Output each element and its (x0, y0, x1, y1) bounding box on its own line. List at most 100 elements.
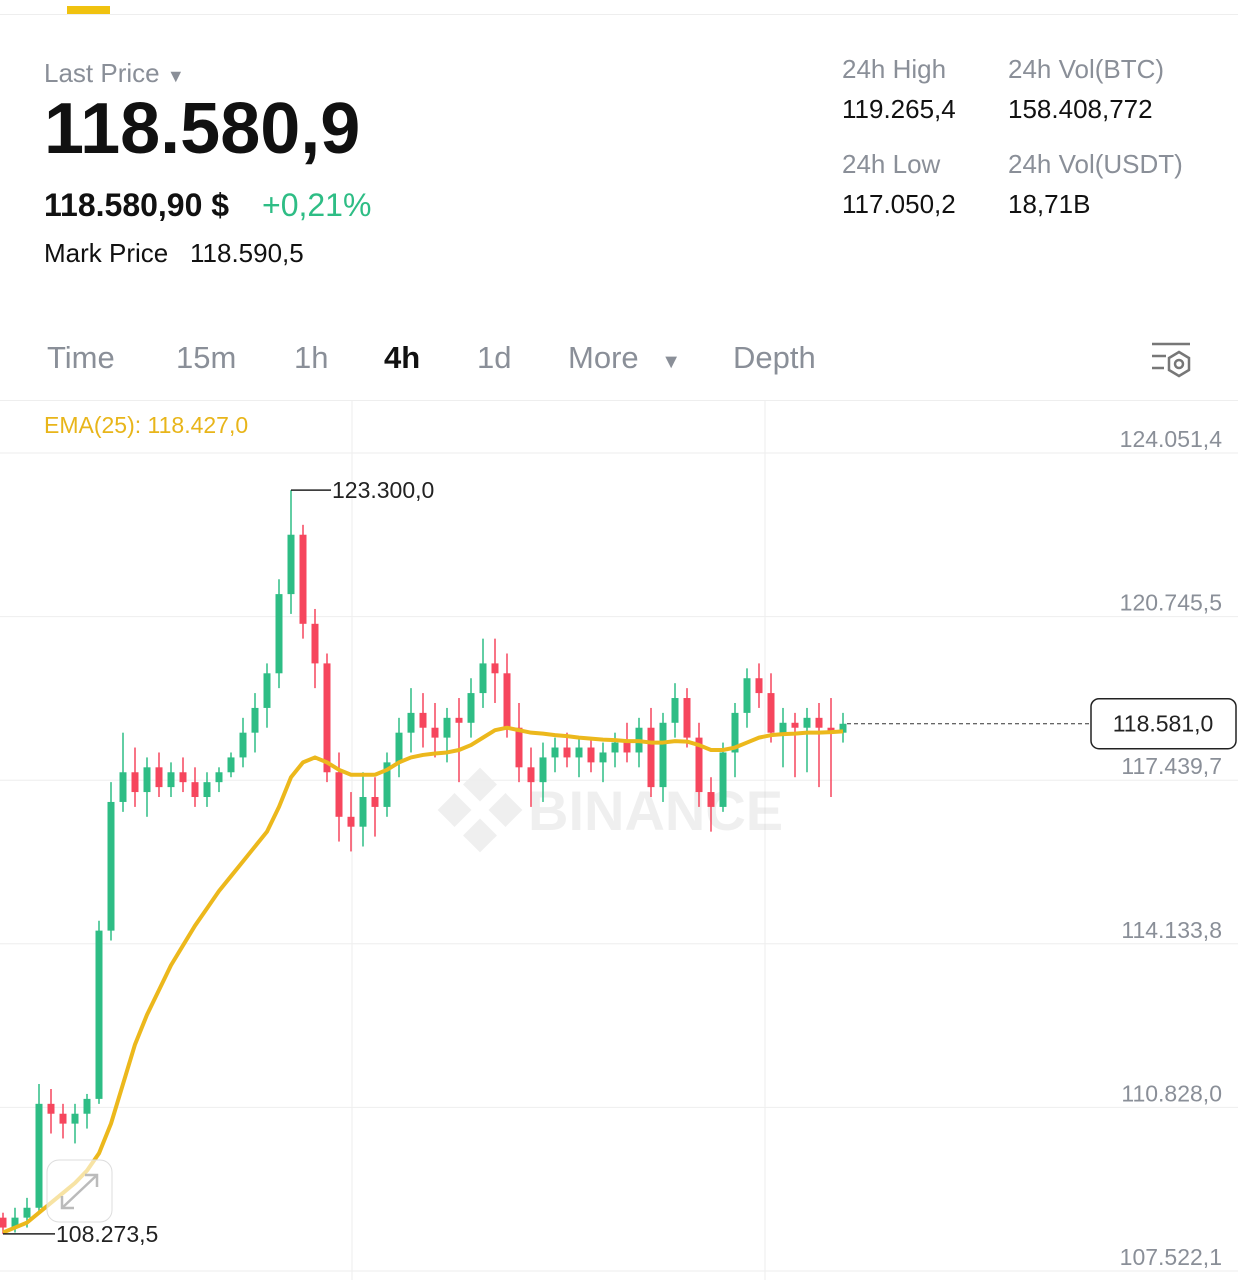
candle-body (839, 723, 847, 733)
candle-body (671, 698, 679, 723)
candle-body (311, 623, 319, 664)
ema-label: EMA(25): 118.427,0 (44, 412, 248, 438)
label: More (568, 340, 639, 375)
y-tick-label: 120.745,5 (1120, 590, 1222, 616)
candle-body (491, 663, 499, 674)
expand-icon (60, 1173, 99, 1210)
stat-label: 24h Vol(USDT) (1008, 149, 1183, 179)
candle-body (251, 707, 259, 733)
candle-body (227, 757, 235, 773)
candle-body (215, 772, 223, 783)
candle-body (539, 757, 547, 783)
chart: EMA(25): 118.427,0 BINANCE 124.051,4 120.… (0, 400, 1238, 1280)
candle-body (611, 742, 619, 753)
candle-body (755, 678, 763, 694)
candle-body (263, 673, 271, 708)
candle-body (323, 663, 331, 773)
candle-body (743, 678, 751, 713)
tab-indicator (67, 6, 110, 14)
label: Last Price (44, 58, 160, 88)
stat-value: 117.050,2 (842, 189, 956, 219)
stat-label: 24h High (842, 54, 947, 84)
candle-body (467, 693, 475, 723)
watermark-text: BINANCE (528, 779, 783, 842)
stat-label: 24h Low (842, 149, 941, 179)
candle-body (515, 727, 523, 768)
candle-body (683, 698, 691, 738)
candle-body (275, 594, 283, 674)
candle-body (455, 717, 463, 723)
candle-body (551, 747, 559, 758)
tab-active[interactable]: 4h (384, 340, 421, 375)
candle-body (431, 727, 439, 738)
candle-body (731, 712, 739, 753)
dropdown-arrow: ▼ (661, 351, 682, 373)
candle-body (407, 712, 415, 733)
candle-body (167, 772, 175, 788)
candle-body (335, 772, 343, 817)
min-label: 108.273,5 (56, 1221, 158, 1247)
last-price-box (1090, 697, 1237, 750)
candle-body (803, 717, 811, 728)
candle-body (11, 1217, 19, 1228)
candle-body (719, 752, 727, 807)
candle-body (527, 767, 535, 783)
candle-body (143, 767, 151, 793)
candle-body (479, 663, 487, 694)
y-tick-label: 114.133,8 (1121, 917, 1222, 943)
max-label: 123.300,0 (332, 477, 434, 503)
stat-label: 24h Vol(BTC) (1008, 54, 1165, 84)
y-tick-label: 117.439,7 (1121, 753, 1222, 779)
candle-body (443, 717, 451, 738)
candle-body (359, 797, 367, 827)
candle-body (239, 732, 247, 758)
price-change: +0,21% (262, 187, 372, 223)
candle-body (563, 747, 571, 758)
candle-body (419, 712, 427, 728)
candle-body (767, 693, 775, 733)
candle-body (179, 772, 187, 783)
candle-body (299, 534, 307, 624)
candle-body (131, 772, 139, 793)
tab[interactable]: 1h (294, 340, 329, 375)
candle-body (191, 782, 199, 798)
divider (0, 14, 1238, 15)
candle-body (575, 747, 583, 758)
candle-body (623, 742, 631, 753)
candle-body (395, 732, 403, 763)
candle-body (371, 797, 379, 807)
y-tick-label: 107.522,1 (1120, 1244, 1222, 1270)
ema-line (2, 725, 844, 1235)
y-tick-label: 110.828,0 (1121, 1080, 1222, 1106)
candle-body (107, 801, 115, 931)
last-price-label[interactable]: Last Price ▼ (44, 58, 185, 89)
tab[interactable]: Depth (733, 340, 816, 375)
candle-body (287, 534, 295, 595)
stat-value: 119.265,4 (842, 94, 956, 124)
candle-body (695, 737, 703, 793)
candle-body (119, 772, 127, 802)
tab[interactable]: Time (47, 340, 115, 375)
tab[interactable]: 1d (477, 340, 512, 375)
candle-body (647, 727, 655, 788)
candle-body (23, 1207, 31, 1218)
candle-body (383, 762, 391, 807)
candle-body (95, 930, 103, 1099)
candle-body (791, 722, 799, 728)
last-price: 118.580,9 (44, 89, 361, 169)
mark-price: 118.590,5 (190, 238, 304, 268)
candle-body (503, 673, 511, 728)
settings-icon[interactable] (1150, 340, 1194, 380)
candle-body (71, 1113, 79, 1124)
mark-price-label: Mark Price (44, 238, 169, 268)
candle-body (659, 722, 667, 788)
tab[interactable]: More ▼ (568, 340, 681, 376)
y-tick-label: 124.051,4 (1120, 426, 1223, 452)
stat-value: 18,71B (1008, 189, 1091, 219)
dropdown-arrow: ▼ (166, 66, 185, 86)
tab[interactable]: 15m (176, 340, 237, 375)
stat-value: 158.408,772 (1008, 94, 1153, 124)
last-price-label: 118.581,0 (1113, 711, 1214, 737)
candle-body (347, 816, 355, 827)
